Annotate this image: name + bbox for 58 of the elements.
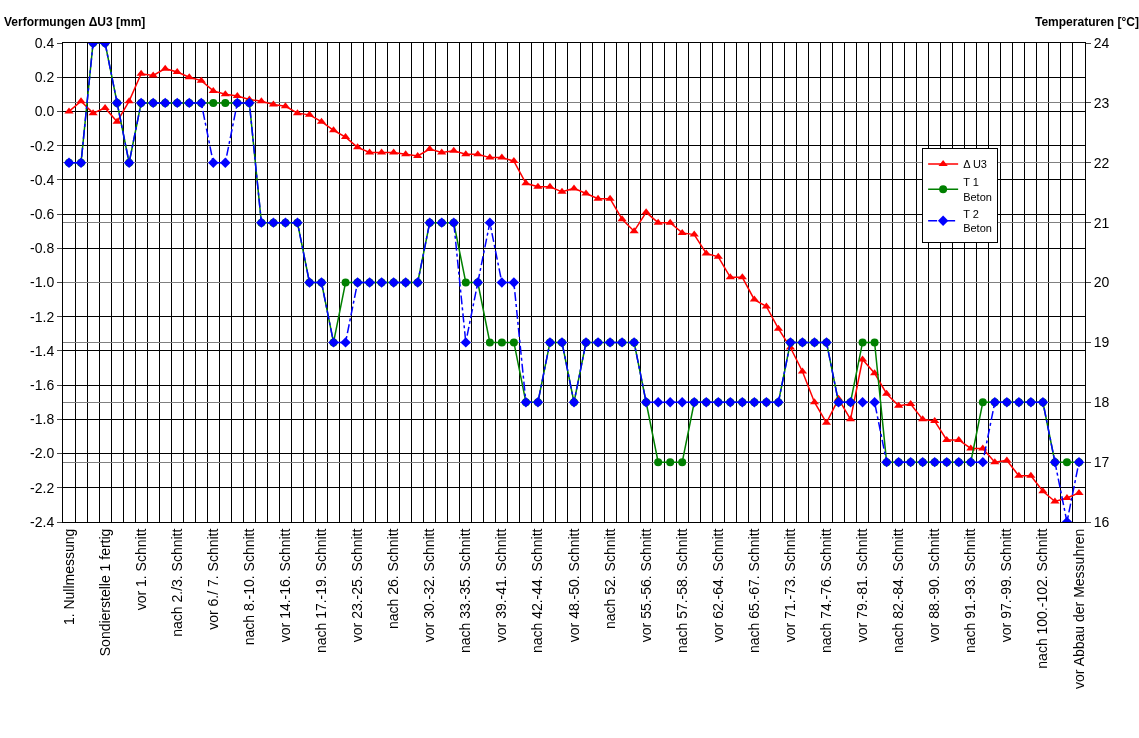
y-tick-label: -1.2 [30, 308, 55, 325]
x-tick-label: vor 6./ 7. Schnitt [204, 528, 221, 630]
x-tick-label: vor 88.-90. Schnitt [926, 528, 943, 643]
y-tick-label: -2.2 [30, 479, 55, 496]
y-tick-label: -0.8 [30, 240, 55, 257]
y-tick-label: -1.4 [30, 342, 55, 359]
x-tick-label: vor 71.-73. Schnitt [781, 528, 798, 643]
x-tick-label: vor 30.-32. Schnitt [421, 528, 438, 643]
y-tick-label: 0.2 [34, 69, 55, 86]
y-tick-label: -2.4 [30, 513, 55, 530]
y2-tick-label: 19 [1093, 334, 1110, 351]
x-tick-label: nach 26. Schnitt [385, 528, 402, 630]
x-tick-label: nach 91.-93. Schnitt [962, 528, 979, 654]
x-tick-label: vor 62.-64. Schnitt [709, 528, 726, 643]
y-tick-label: -1.6 [30, 377, 55, 394]
x-tick-label: 1. Nullmessung [60, 528, 77, 626]
y-tick-label: -0.6 [30, 205, 55, 222]
x-tick-label: nach 100.-102. Schnitt [1034, 528, 1051, 669]
y2-tick-label: 21 [1093, 214, 1110, 231]
x-tick-label: nach 2./3. Schnitt [168, 528, 185, 637]
x-tick-label: nach 65.-67. Schnitt [745, 528, 762, 654]
x-tick-label: vor Abbau der Messuhren [1070, 528, 1087, 689]
y-tick-label: -0.4 [30, 171, 55, 188]
y2-tick-label: 16 [1093, 513, 1110, 530]
legend-label: T 1 Beton [963, 176, 992, 203]
x-tick-label: nach 57.-58. Schnitt [673, 528, 690, 654]
y2-axis-title: Temperaturen [°C] [1035, 15, 1139, 29]
legend-label: T 2 Beton [963, 207, 992, 235]
x-tick-label: vor 97.-99. Schnitt [998, 528, 1015, 643]
y-axis-title: Verformungen ΔU3 [mm] [4, 15, 146, 29]
x-tick-label: Sondierstelle 1 fertig [96, 528, 113, 657]
x-tick-label: nach 33.-35. Schnitt [457, 528, 474, 654]
y2-tick-label: 20 [1093, 274, 1110, 291]
x-tick-label: nach 17.-19. Schnitt [313, 528, 330, 654]
y2-tick-label: 23 [1093, 94, 1110, 111]
x-tick-label: vor 23.-25. Schnitt [349, 528, 366, 643]
y-tick-label: 0.4 [34, 34, 55, 51]
x-tick-label: nach 42.-44. Schnitt [529, 528, 546, 654]
y2-tick-label: 18 [1093, 394, 1110, 411]
x-tick-label: nach 52. Schnitt [601, 528, 618, 630]
y-tick-label: 0.0 [34, 103, 55, 120]
legend-label: Δ U3 [963, 158, 987, 171]
x-tick-label: nach 8.-10. Schnitt [240, 528, 257, 646]
x-tick-label: nach 74.-76. Schnitt [818, 528, 835, 654]
y2-tick-label: 24 [1093, 34, 1110, 51]
y2-tick-label: 22 [1093, 154, 1110, 171]
x-tick-label: vor 79.-81. Schnitt [854, 528, 871, 643]
x-tick-label: vor 39.-41. Schnitt [493, 528, 510, 643]
x-tick-label: vor 14.-16. Schnitt [276, 528, 293, 643]
y2-tick-label: 17 [1093, 454, 1110, 471]
y-tick-label: -1.0 [30, 274, 55, 291]
y-tick-label: -1.8 [30, 411, 55, 428]
x-tick-label: vor 1. Schnitt [132, 528, 149, 611]
y-tick-label: -0.2 [30, 137, 55, 154]
x-tick-label: vor 48.-50. Schnitt [565, 528, 582, 643]
x-tick-label: vor 55.-56. Schnitt [637, 528, 654, 643]
y-tick-label: -2.0 [30, 445, 55, 462]
x-tick-label: nach 82.-84. Schnitt [890, 528, 907, 654]
